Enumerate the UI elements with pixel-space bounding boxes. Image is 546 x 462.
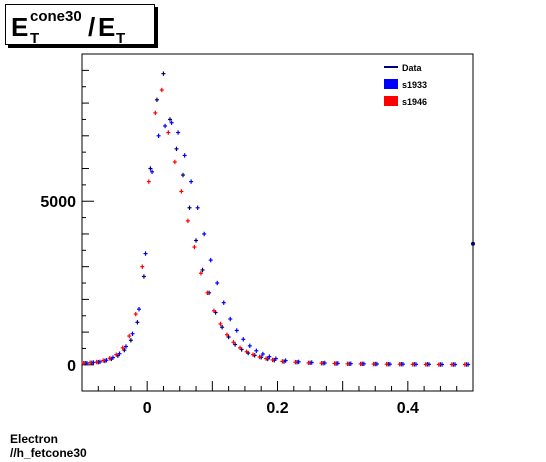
title-base-e: E bbox=[11, 12, 28, 42]
legend-swatch-s1946 bbox=[384, 96, 398, 106]
series-s1933 bbox=[84, 120, 471, 367]
x-tick-label: 0.4 bbox=[397, 400, 419, 417]
title-base-e2: E bbox=[98, 12, 115, 42]
title-superscript: cone30 bbox=[30, 8, 82, 25]
series-s1946 bbox=[81, 87, 467, 367]
title-slash: / bbox=[88, 12, 95, 42]
legend-label: s1933 bbox=[402, 80, 427, 90]
x-tick-label: 0.2 bbox=[266, 400, 288, 417]
data-markers bbox=[81, 71, 475, 367]
y-tick-label: 5000 bbox=[40, 194, 76, 211]
y-tick-label: 0 bbox=[67, 358, 76, 375]
footer-label-histogram-path: //h_fetcone30 bbox=[10, 446, 87, 460]
legend-label: s1946 bbox=[402, 97, 427, 107]
ticks bbox=[81, 53, 474, 391]
tick-labels: 0 0.2 0.4 0 5000 bbox=[40, 194, 419, 417]
overflow-point bbox=[471, 241, 475, 246]
legend: Data s1933 s1946 bbox=[384, 63, 427, 107]
series-data bbox=[83, 71, 469, 367]
histogram-title-box: E cone30 T / E T bbox=[5, 4, 155, 46]
legend-swatch-s1933 bbox=[384, 79, 398, 89]
title-subscript-1: T bbox=[30, 30, 39, 46]
legend-label: Data bbox=[402, 63, 423, 73]
footer-label-electron: Electron bbox=[10, 432, 59, 446]
x-tick-label: 0 bbox=[143, 400, 152, 417]
title-subscript-2: T bbox=[116, 30, 125, 46]
histogram-title: E cone30 T / E T bbox=[11, 8, 125, 46]
